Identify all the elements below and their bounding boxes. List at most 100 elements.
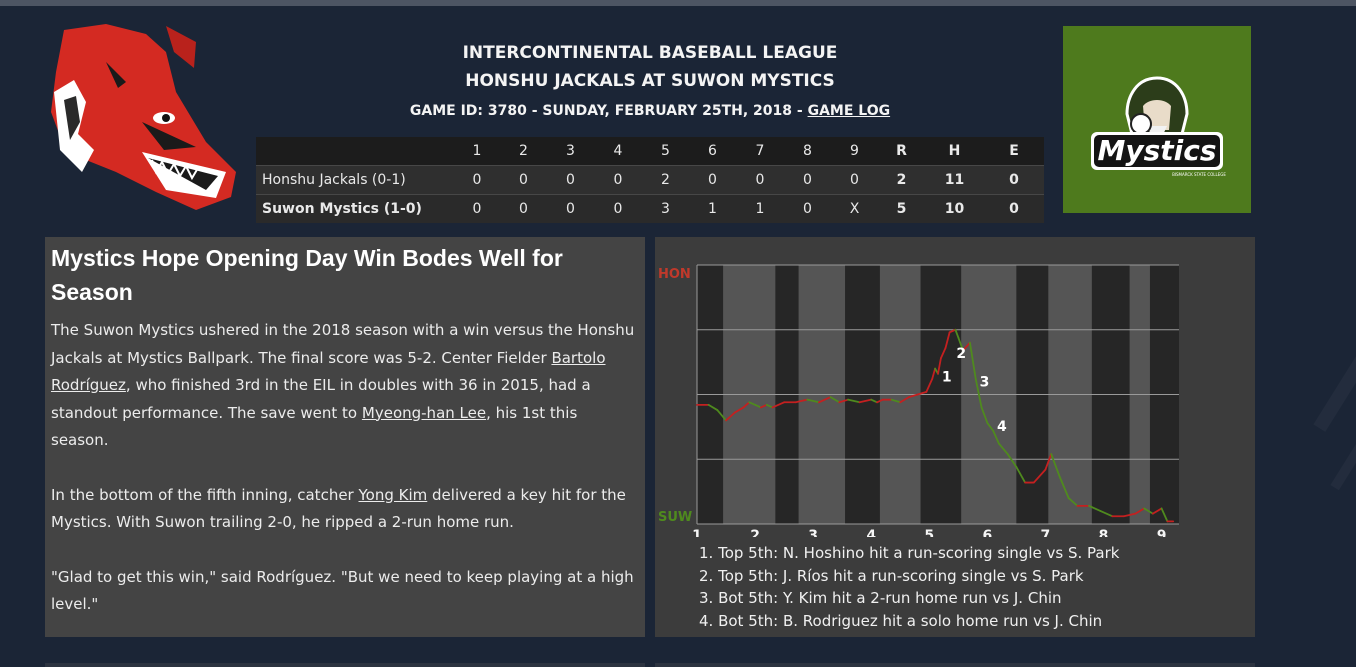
errors-total: 0 <box>984 194 1044 223</box>
box-score-header-row: 1 2 3 4 5 6 7 8 9 R H E <box>256 137 1044 166</box>
story-text: delivered a key hit for the Mystics. Wit… <box>51 485 626 532</box>
inning-score: 2 <box>642 165 689 195</box>
team-name[interactable]: Suwon Mystics (1-0) <box>256 194 454 223</box>
event-marker: 4 <box>997 419 1007 435</box>
hits-total: 11 <box>925 165 984 195</box>
header-runs: R <box>896 143 907 159</box>
win-probability-line <box>876 398 884 404</box>
scoring-event: 1. Top 5th: N. Hoshino hit a run-scoring… <box>699 544 1120 562</box>
win-probability-line <box>870 398 878 404</box>
inning-score: 0 <box>454 165 500 195</box>
header-team-cell <box>256 137 454 166</box>
win-probability-line <box>725 411 736 422</box>
win-probability-line <box>838 398 849 404</box>
box-score-row-away: Honshu Jackals (0-1) 0 0 0 0 2 0 0 0 0 2… <box>256 165 1044 195</box>
jackal-logo <box>46 22 242 214</box>
win-probability-line <box>940 346 947 360</box>
win-probability-line <box>1006 453 1018 468</box>
inning-score: X <box>831 194 878 223</box>
event-marker: 3 <box>980 375 990 391</box>
bottom-panel-edge <box>655 663 1255 667</box>
story-paragraph-1: The Suwon Mystics ushered in the 2018 se… <box>51 317 635 455</box>
header-inning: 3 <box>566 143 575 159</box>
inning-score: 0 <box>594 165 642 195</box>
win-probability-line <box>1050 453 1061 479</box>
inning-score: 0 <box>454 194 500 223</box>
win-probability-line <box>974 378 983 409</box>
scoring-event: 3. Bot 5th: Y. Kim hit a 2-run home run … <box>699 589 1062 607</box>
win-probability-line <box>794 398 809 404</box>
win-probability-line <box>1088 504 1102 512</box>
win-probability-line <box>944 331 951 349</box>
y-top-label: HON <box>658 267 691 282</box>
inning-score: 3 <box>642 194 689 223</box>
win-probability-line <box>806 398 820 404</box>
header-inning: 1 <box>472 143 482 159</box>
win-probability-line <box>899 396 910 404</box>
win-probability-line <box>818 396 832 404</box>
team-name[interactable]: Honshu Jackals (0-1) <box>256 165 454 195</box>
win-probability-line <box>759 403 768 409</box>
player-link-myeong-han-lee[interactable]: Myeong-han Lee <box>361 403 487 422</box>
scoring-events-list: 1. Top 5th: N. Hoshino hit a run-scoring… <box>699 542 1119 632</box>
win-probability-panel: HON SUW 1 2 3 4 5 6 7 8 9 1 2 3 4 1. Top 5th: N. Hoshi… <box>655 237 1255 637</box>
win-probability-line <box>916 391 928 396</box>
win-probability-line <box>847 398 861 404</box>
background-stripe <box>1313 102 1356 432</box>
story-paragraph-3: "Glad to get this win," said Rodríguez. … <box>51 567 634 614</box>
inning-score: 0 <box>784 165 831 195</box>
game-info: GAME ID: 3780 - SUNDAY, FEBRUARY 25TH, 2… <box>260 103 1040 119</box>
player-link-yong-kim[interactable]: Yong Kim <box>358 485 428 504</box>
y-bottom-label: SUW <box>658 510 692 525</box>
win-probability-line <box>1044 453 1053 471</box>
x-tick-label: 9 <box>1157 528 1167 537</box>
story-text: , his 1st this season. <box>51 403 578 450</box>
header-inning: 5 <box>661 143 670 159</box>
x-tick-label: 3 <box>808 528 818 537</box>
win-probability-line <box>931 367 936 380</box>
win-probability-line <box>937 357 942 375</box>
win-probability-line <box>1143 507 1154 515</box>
win-probability-line <box>1067 497 1079 507</box>
runs-total: 2 <box>878 165 925 195</box>
header-inning: 2 <box>519 143 528 159</box>
background-stripe <box>1330 180 1356 491</box>
win-probability-line <box>954 328 960 339</box>
header-inning: 6 <box>708 143 717 159</box>
win-probability-line <box>1059 476 1070 500</box>
box-score-row-home: Suwon Mystics (1-0) 0 0 0 0 3 1 1 0 X 5 … <box>256 194 1044 223</box>
x-tick-label: 5 <box>924 528 934 537</box>
scoring-event: 2. Top 5th: J. Ríos hit a run-scoring si… <box>699 566 1084 585</box>
header-inning: 9 <box>850 143 859 159</box>
win-probability-line <box>969 341 977 380</box>
inning-score: 0 <box>736 165 784 195</box>
x-tick-label: 6 <box>982 528 992 537</box>
win-probability-line <box>748 401 756 406</box>
inning-score: 1 <box>736 194 784 223</box>
win-probability-line <box>986 422 995 432</box>
win-probability-line <box>733 406 745 414</box>
win-probability-line <box>998 442 1009 455</box>
header-hits: H <box>948 143 961 159</box>
win-probability-line <box>992 429 1000 445</box>
scoring-event: 4. Bot 5th: B. Rodriguez hit a solo home… <box>699 611 1103 630</box>
win-probability-line <box>1122 512 1137 518</box>
header-errors: E <box>1009 143 1019 159</box>
win-probability-line <box>771 401 786 409</box>
league-title: INTERCONTINENTAL BASEBALL LEAGUE <box>462 43 838 63</box>
x-tick-label: 4 <box>866 528 876 537</box>
box-score-table: 1 2 3 4 5 6 7 8 9 R H E Honshu Jackals (… <box>256 137 1044 223</box>
event-marker: 2 <box>956 346 966 362</box>
win-probability-line <box>948 328 957 334</box>
win-probability-line <box>890 398 902 404</box>
header-inning: 7 <box>755 143 765 159</box>
game-log-link[interactable]: GAME LOG <box>807 103 891 119</box>
player-link-bartolo-rodriguez[interactable]: Bartolo Rodríguez <box>51 348 606 395</box>
inning-score: 0 <box>547 194 594 223</box>
win-probability-line <box>1151 507 1163 515</box>
win-probability-line <box>716 409 727 422</box>
inning-score: 1 <box>689 194 736 223</box>
inning-score: 0 <box>547 165 594 195</box>
header-inning: 4 <box>613 143 623 159</box>
story-text: In the bottom of the fifth inning, catch… <box>51 485 359 504</box>
